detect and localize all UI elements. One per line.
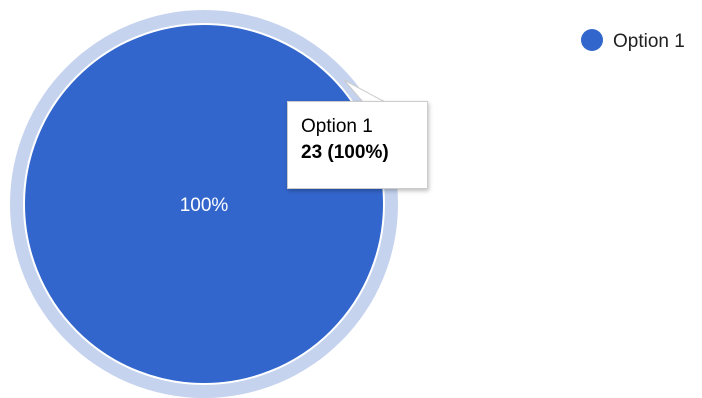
tooltip-series-name: Option 1 xyxy=(301,116,373,137)
legend[interactable]: Option 1 xyxy=(581,29,685,52)
legend-label-option-1: Option 1 xyxy=(613,31,685,52)
tooltip-value: 23 (100%) xyxy=(301,142,389,163)
legend-swatch-option-1 xyxy=(581,29,603,51)
pie-slice-label: 100% xyxy=(180,195,229,216)
tooltip: Option 1 23 (100%) xyxy=(287,101,428,189)
